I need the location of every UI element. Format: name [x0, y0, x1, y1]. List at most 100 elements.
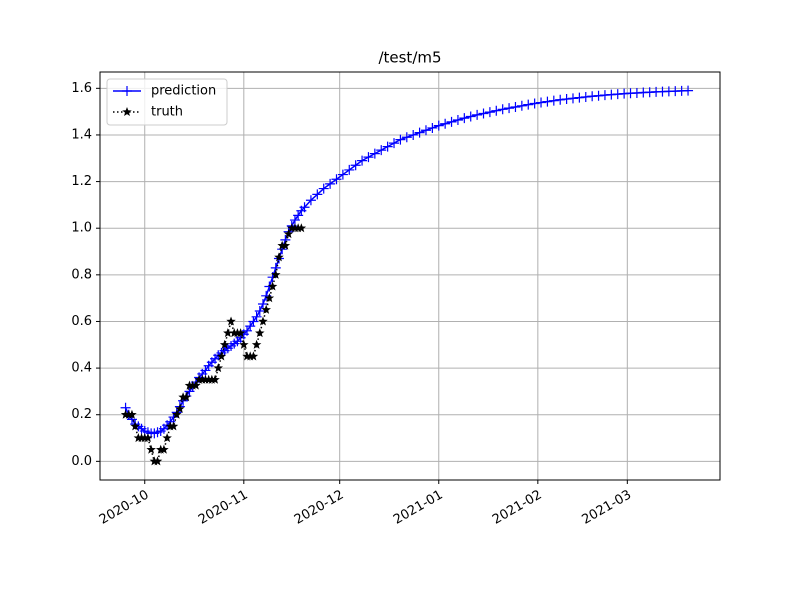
chart-title: /test/m5: [378, 49, 441, 67]
data-point: [593, 90, 604, 101]
data-point: [210, 374, 220, 384]
data-point: [168, 421, 179, 431]
data-point: [258, 316, 268, 326]
data-point: [497, 104, 508, 115]
data-point: [312, 189, 323, 200]
data-point: [239, 339, 249, 349]
data-point: [159, 444, 169, 454]
data-point: [504, 103, 515, 114]
data-point: [248, 351, 259, 361]
data-point: [548, 95, 559, 106]
data-point: [251, 311, 262, 322]
data-point: [331, 174, 342, 185]
data-point: [395, 134, 406, 145]
data-point: [683, 85, 694, 96]
axes-frame: [99, 71, 721, 481]
data-point: [478, 108, 489, 119]
data-point: [376, 145, 387, 156]
data-point: [363, 152, 374, 163]
y-tick-label: 0.8: [71, 267, 92, 282]
data-point: [574, 92, 585, 103]
data-point: [491, 105, 502, 116]
data-point: [510, 101, 521, 112]
data-point: [555, 94, 566, 105]
data-point: [280, 240, 291, 250]
data-point: [452, 115, 463, 126]
y-tick-label: 0.6: [71, 314, 92, 329]
plot-area: [120, 85, 694, 466]
data-point: [235, 328, 246, 338]
data-point: [382, 141, 393, 152]
data-point: [516, 100, 527, 111]
data-point: [143, 433, 153, 443]
data-point: [523, 99, 534, 110]
data-point: [171, 409, 182, 419]
data-point: [181, 392, 192, 402]
data-point: [567, 93, 578, 104]
legend: prediction truth: [106, 78, 228, 126]
data-point: [274, 252, 284, 262]
data-point: [465, 111, 476, 122]
data-point: [580, 91, 591, 102]
data-point: [484, 107, 495, 118]
data-point: [389, 138, 400, 149]
data-point: [459, 113, 470, 124]
data-point: [299, 202, 310, 213]
data-point: [542, 96, 553, 107]
legend-label: prediction: [151, 84, 216, 99]
y-tick-label: 1.6: [71, 81, 92, 96]
data-point: [191, 380, 201, 390]
data-point: [255, 328, 265, 338]
legend-marker: [122, 86, 132, 96]
data-point: [440, 118, 451, 129]
data-point: [264, 293, 275, 303]
data-point: [213, 363, 223, 373]
data-point: [325, 178, 336, 189]
data-point: [536, 97, 547, 108]
data-point: [357, 155, 368, 166]
legend-label: truth: [151, 105, 183, 120]
data-point: [401, 132, 412, 143]
data-point: [408, 129, 419, 140]
data-point: [529, 98, 540, 109]
legend-marker: [122, 107, 132, 117]
y-tick-label: 1.4: [71, 127, 92, 142]
data-point: [337, 169, 348, 180]
y-tick-label: 0.4: [71, 361, 92, 376]
data-point: [223, 328, 233, 338]
data-point: [414, 127, 425, 138]
data-point: [152, 456, 163, 466]
data-point: [254, 305, 265, 316]
y-tick-label: 0.0: [71, 454, 92, 469]
data-point: [146, 444, 156, 454]
y-tick-label: 0.2: [71, 407, 92, 422]
data-point: [420, 125, 431, 136]
data-point: [369, 148, 380, 159]
y-tick-label: 1.2: [71, 174, 92, 189]
data-point: [283, 229, 294, 239]
data-point: [561, 94, 572, 105]
data-point: [344, 164, 355, 175]
data-point: [318, 183, 329, 194]
data-point: [127, 409, 137, 419]
data-point: [427, 122, 438, 133]
data-point: [219, 339, 230, 349]
data-point: [226, 316, 236, 326]
data-point: [305, 195, 316, 206]
data-point: [175, 403, 185, 413]
data-point: [267, 281, 278, 291]
data-point: [350, 160, 361, 171]
y-tick-label: 1.0: [71, 221, 92, 236]
data-point: [433, 120, 444, 131]
data-point: [216, 351, 227, 361]
data-point: [261, 304, 271, 314]
data-point: [472, 109, 483, 120]
data-point: [257, 298, 268, 309]
data-point: [162, 433, 172, 443]
data-point: [296, 223, 307, 233]
data-point: [130, 421, 140, 431]
data-point: [271, 269, 281, 279]
data-point: [251, 339, 262, 349]
data-point: [446, 116, 457, 127]
